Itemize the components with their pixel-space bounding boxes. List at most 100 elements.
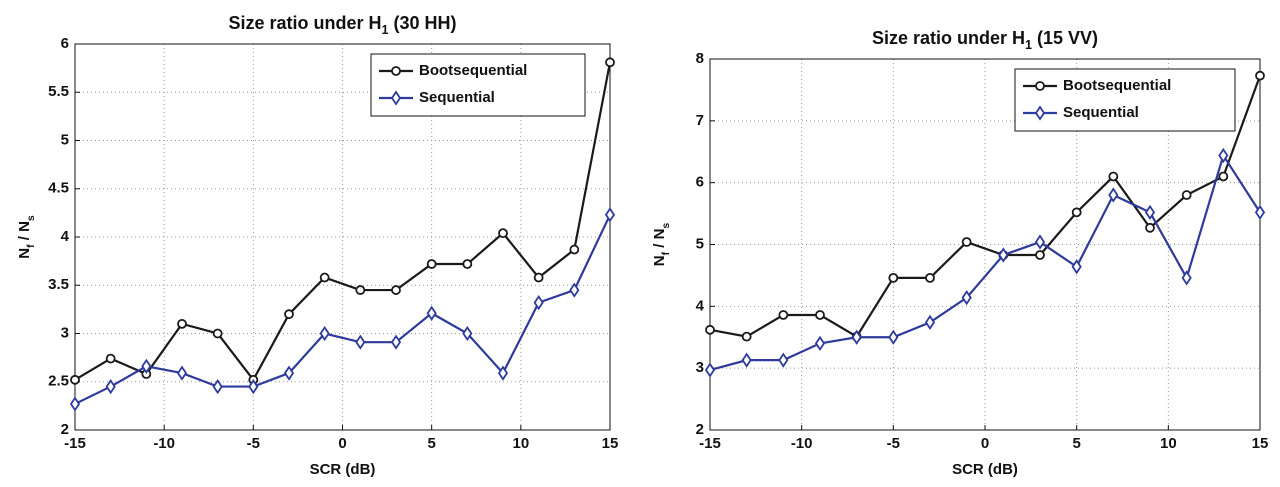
marker: [961, 290, 972, 306]
x-tick-label: 0: [981, 435, 989, 452]
marker: [778, 310, 789, 320]
x-tick-label: 15: [1252, 435, 1269, 452]
marker: [283, 365, 295, 381]
marker: [1071, 207, 1082, 218]
marker: [319, 272, 330, 283]
marker: [1181, 270, 1192, 286]
marker: [605, 57, 615, 68]
marker: [105, 378, 116, 395]
legend-label: Bootsequential: [419, 62, 527, 79]
legend-label: Sequential: [1063, 104, 1139, 121]
x-tick-label: -10: [153, 435, 175, 452]
series-line: [709, 152, 1261, 372]
marker: [741, 352, 752, 368]
y-axis-label-part: f: [660, 251, 672, 255]
legend-box: [370, 53, 586, 117]
marker: [176, 365, 188, 381]
marker: [1144, 204, 1156, 220]
y-axis-label-part: / N: [651, 229, 668, 252]
chart-title: Size ratio under H1 (15 VV): [872, 28, 1098, 53]
marker: [355, 285, 366, 295]
marker: [961, 237, 972, 247]
marker: [604, 207, 616, 223]
y-tick-label: 5: [696, 235, 704, 252]
y-tick-label: 4.5: [48, 180, 69, 197]
marker: [1034, 105, 1046, 121]
marker: [426, 305, 437, 321]
y-axis-label-part: / N: [16, 221, 33, 244]
marker: [1108, 171, 1119, 182]
marker: [924, 314, 936, 331]
x-tick-label: -5: [887, 435, 900, 452]
marker: [391, 66, 401, 76]
y-axis-label-part: s: [25, 215, 37, 221]
marker: [248, 378, 259, 395]
y-tick-label: 3: [61, 324, 69, 341]
marker: [1035, 81, 1045, 91]
marker: [1254, 204, 1266, 220]
legend-box: [1014, 68, 1236, 132]
y-tick-label: 2.5: [48, 373, 69, 390]
marker: [569, 282, 580, 298]
marker: [319, 325, 330, 342]
y-axis-label-part: N: [16, 248, 33, 259]
marker: [533, 294, 544, 311]
marker: [1035, 250, 1045, 260]
marker: [925, 272, 935, 283]
y-tick-label: 5: [61, 131, 69, 148]
y-tick-label: 8: [696, 50, 704, 67]
x-tick-label: 5: [427, 435, 435, 452]
marker: [741, 331, 752, 342]
marker: [533, 272, 544, 283]
marker: [1181, 190, 1192, 200]
marker: [1108, 187, 1119, 203]
y-axis-label: Nf / Ns: [16, 215, 37, 259]
marker: [888, 329, 899, 345]
x-tick-label: -15: [64, 435, 86, 452]
y-tick-label: 2: [696, 421, 704, 438]
y-tick-label: 4: [696, 297, 705, 314]
x-axis-label: SCR (dB): [952, 461, 1018, 478]
marker: [814, 335, 826, 352]
series-line: [709, 75, 1262, 339]
marker: [177, 318, 187, 329]
y-tick-label: 7: [696, 112, 704, 129]
marker: [391, 285, 401, 295]
marker: [1218, 147, 1229, 164]
chart-title-part: (30 HH): [389, 13, 457, 33]
marker: [569, 244, 580, 255]
chart-title: Size ratio under H1 (30 HH): [228, 13, 456, 38]
x-tick-label: 15: [602, 435, 619, 452]
x-tick-label: 0: [338, 435, 346, 452]
marker: [105, 353, 116, 364]
y-tick-label: 6: [696, 174, 704, 191]
marker: [426, 259, 437, 269]
marker: [815, 310, 825, 320]
marker: [498, 228, 508, 239]
legend-label: Sequential: [419, 89, 495, 106]
marker: [390, 334, 402, 350]
x-tick-label: 10: [512, 435, 529, 452]
chart-title-part: Size ratio under H: [228, 13, 381, 33]
marker: [888, 272, 899, 283]
chart-title-part: 1: [382, 23, 389, 37]
y-tick-label: 5.5: [48, 83, 69, 100]
marker: [851, 329, 862, 345]
marker: [1071, 259, 1082, 275]
series-line: [74, 62, 612, 382]
plot-frame: [709, 58, 1261, 431]
marker: [212, 378, 223, 395]
marker: [70, 374, 80, 385]
y-axis-label-part: N: [651, 255, 668, 266]
marker: [462, 325, 473, 342]
x-axis-label: SCR (dB): [310, 461, 376, 478]
y-tick-label: 3: [696, 359, 704, 376]
y-tick-label: 6: [61, 35, 69, 52]
marker: [497, 365, 509, 381]
y-tick-label: 2: [61, 421, 69, 438]
y-axis-label-part: f: [25, 244, 37, 248]
marker: [778, 352, 789, 368]
marker: [284, 309, 294, 320]
x-tick-label: -5: [247, 435, 260, 452]
x-tick-label: -10: [791, 435, 813, 452]
